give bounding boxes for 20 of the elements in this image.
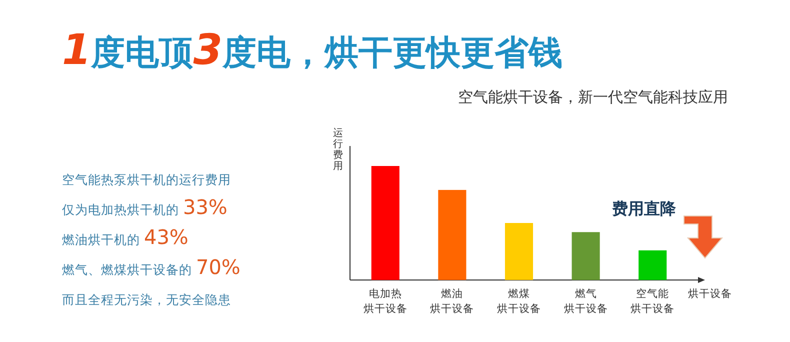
x-tick-label: 燃煤烘干设备	[497, 288, 541, 315]
text: 空气能热泵烘干机的运行费用	[62, 172, 231, 187]
chart-subtitle: 空气能烘干设备，新一代空气能科技应用	[458, 88, 728, 106]
bar	[504, 223, 534, 280]
x-tick-label: 空气能烘干设备	[630, 287, 675, 315]
y-axis-title: 运行费用	[333, 127, 343, 172]
text: 燃气、燃煤烘干设备的 70%	[62, 255, 240, 279]
x-tick-label: 燃油烘干设备	[430, 287, 474, 315]
chart-title: 1度电顶3度电，烘干更快更省钱	[62, 25, 562, 74]
bar	[572, 232, 600, 280]
x-tick-label: 燃气烘干设备	[564, 288, 608, 315]
text: 仅为电加热烘干机的 33%	[62, 195, 228, 219]
bar	[638, 250, 667, 280]
x-tick-label: 电加热 烘干设备	[363, 287, 408, 315]
bar	[371, 166, 400, 280]
bar	[438, 190, 466, 280]
text: 燃油烘干机的 43%	[62, 225, 188, 249]
text: 而且全程无污染，无安全隐患	[62, 292, 231, 307]
annotation: 费用直降	[611, 199, 677, 218]
x-axis-title: 烘干设备	[688, 287, 732, 300]
